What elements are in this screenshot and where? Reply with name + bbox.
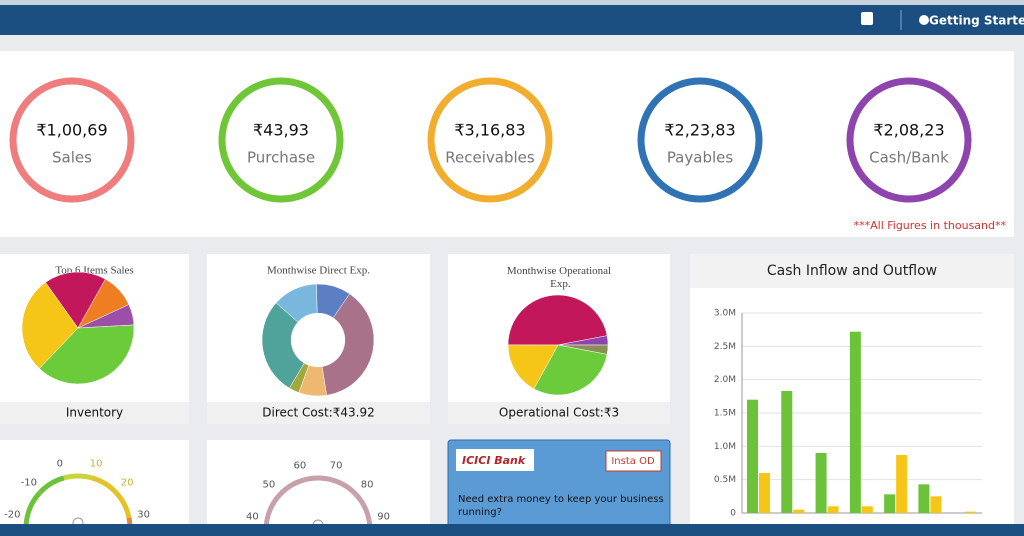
chart-title: Monthwise Direct Exp. (267, 265, 370, 277)
gauge-tick-label: 70 (330, 461, 343, 472)
gauge-tick-label: 80 (361, 479, 374, 490)
pie-slice (507, 294, 608, 346)
bar (815, 453, 827, 513)
gauge-tick-label: 30 (137, 510, 150, 521)
pie-slice (261, 302, 305, 389)
panel-footer (207, 402, 430, 424)
pie-slice (533, 344, 608, 396)
bar (896, 455, 908, 513)
kpi-ring (637, 77, 763, 203)
kpi-label: Receivables (445, 149, 535, 167)
pie-slice (45, 271, 106, 329)
kpi-label: Payables (667, 149, 734, 167)
panel-footer (0, 402, 189, 424)
gauge-tick-label: 60 (293, 461, 306, 472)
badge (605, 450, 662, 472)
gauge-arc (264, 492, 282, 521)
chart-footer: Operational Cost:₹3 (499, 406, 619, 420)
bar (884, 494, 896, 513)
gauge-arc (63, 473, 93, 481)
bar (747, 399, 758, 513)
ad-text: running? (458, 507, 502, 518)
bar (781, 391, 793, 513)
kpi-value: ₹43,93 (253, 121, 309, 140)
chart-footer: Direct Cost:₹43.92 (262, 406, 374, 420)
bar (793, 509, 805, 513)
bar (861, 506, 873, 513)
pie-slice (316, 283, 350, 319)
y-tick-label: 3.0M (714, 309, 736, 319)
y-tick-label: 2.5M (714, 342, 736, 352)
pie-slice (21, 282, 79, 369)
kpi-value: ₹2,23,83 (664, 121, 735, 140)
icon-shape (861, 12, 873, 25)
bar (918, 484, 930, 513)
pie-slice (321, 293, 375, 396)
chart-title: Monthwise Operational Exp. (507, 265, 611, 290)
kpi-value: ₹1,00,69 (36, 121, 107, 140)
y-tick-label: 0.5M (714, 475, 736, 485)
bank-name: ICICI Bank (462, 454, 526, 467)
gauge-tick-label: 0 (57, 459, 63, 470)
panel (207, 254, 430, 424)
ad-text: Need extra money to keep your business (458, 494, 664, 505)
kpi-ring (846, 77, 972, 203)
y-tick-label: 2.0M (714, 375, 736, 385)
bar (849, 331, 861, 513)
bar (827, 506, 839, 513)
bar (964, 511, 976, 513)
kpi-value: ₹2,08,23 (873, 121, 944, 140)
bar (930, 496, 942, 513)
top-strip (0, 0, 1024, 5)
gauge-arc (354, 492, 372, 521)
gauge-tick-label: 40 (246, 512, 259, 523)
gauge-arc (331, 477, 358, 497)
gauge-tick-label: 20 (121, 477, 134, 488)
kpi-ring (427, 77, 553, 203)
kpi-label: Sales (52, 149, 92, 167)
pie-slice (38, 324, 135, 385)
top-bar (0, 0, 1024, 35)
gauge-tick-label: 10 (90, 459, 103, 470)
kpi-value: ₹3,16,83 (454, 121, 525, 140)
panel-header (690, 254, 1014, 288)
chart-title: Cash Inflow and Outflow (767, 263, 937, 279)
kpi-card (0, 51, 1014, 237)
panel (0, 440, 189, 530)
gauge-arc (38, 475, 65, 495)
youtube-icon[interactable] (861, 12, 873, 25)
y-tick-label: 1.0M (714, 442, 736, 452)
gauge-tick-label: -20 (4, 510, 20, 521)
gauge-arc (24, 490, 42, 519)
bank-logo (456, 449, 534, 471)
kpi-ring (9, 77, 135, 203)
gauge-arc (278, 477, 305, 497)
gauge-arc (303, 475, 333, 483)
gauge-tick-label: -10 (21, 477, 37, 488)
info-icon (919, 15, 929, 25)
bar (759, 473, 770, 513)
y-tick-label: 0 (730, 509, 736, 519)
note: ***All Figures in thousand** (854, 219, 1007, 232)
getting-started-link[interactable]: Getting Started (929, 14, 1024, 28)
bottom-bar (0, 524, 1024, 536)
chart-footer: Inventory (66, 406, 123, 420)
gauge-tick-label: 50 (263, 479, 276, 490)
badge-text: Insta OD (611, 456, 655, 467)
gauge-arc (114, 490, 132, 519)
pie-slice (507, 344, 559, 390)
kpi-ring (218, 77, 344, 203)
gauge-tick-label: 90 (377, 512, 390, 523)
panel (207, 440, 430, 530)
y-tick-label: 1.5M (714, 409, 736, 419)
kpi-label: Cash/Bank (869, 149, 949, 167)
panel-footer (448, 402, 670, 424)
kpi-label: Purchase (247, 149, 315, 167)
gauge-arc (91, 475, 118, 495)
